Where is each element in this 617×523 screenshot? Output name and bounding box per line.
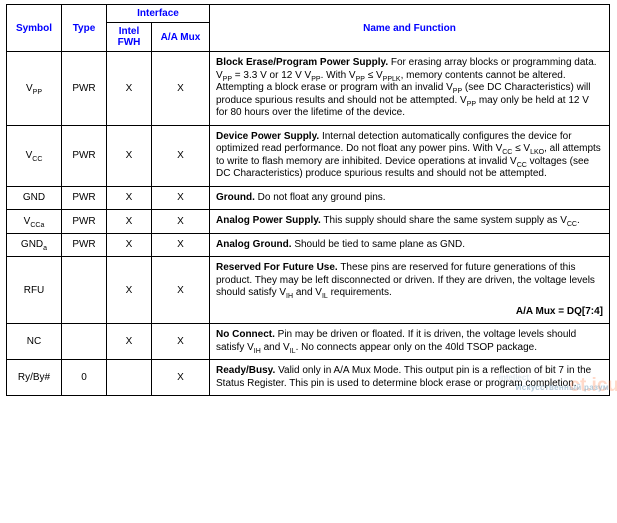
table-row: VCCaPWRXXAnalog Power Supply. This suppl… (7, 210, 610, 234)
cell-description: Block Erase/Program Power Supply. For er… (210, 52, 610, 126)
cell-aa-mux: X (152, 233, 210, 257)
cell-intel-fwh (107, 360, 152, 396)
table-row: Ry/By#0 XReady/Busy. Valid only in A/A Mu… (7, 360, 610, 396)
cell-aa-mux: X (152, 324, 210, 360)
cell-intel-fwh: X (107, 324, 152, 360)
header-symbol: Symbol (7, 5, 62, 52)
cell-aa-mux: X (152, 52, 210, 126)
pin-table: Symbol Type Interface Name and Function … (6, 4, 610, 396)
extra-note: A/A Mux = DQ[7:4] (216, 306, 603, 319)
header-name-func: Name and Function (210, 5, 610, 52)
table-row: GNDaPWRXXAnalog Ground. Should be tied t… (7, 233, 610, 257)
table-row: VCCPWRXXDevice Power Supply. Internal de… (7, 125, 610, 186)
cell-type: PWR (62, 125, 107, 186)
cell-intel-fwh: X (107, 125, 152, 186)
cell-symbol: Ry/By# (7, 360, 62, 396)
cell-aa-mux: X (152, 257, 210, 324)
header-interface: Interface (107, 5, 210, 23)
cell-intel-fwh: X (107, 257, 152, 324)
cell-aa-mux: X (152, 210, 210, 234)
cell-type (62, 324, 107, 360)
cell-intel-fwh: X (107, 233, 152, 257)
header-intel-fwh: Intel FWH (107, 23, 152, 52)
cell-intel-fwh: X (107, 52, 152, 126)
table-row: NCXXNo Connect. Pin may be driven or flo… (7, 324, 610, 360)
cell-intel-fwh: X (107, 186, 152, 210)
cell-description: Ready/Busy. Valid only in A/A Mux Mode. … (210, 360, 610, 396)
cell-symbol: NC (7, 324, 62, 360)
cell-type (62, 257, 107, 324)
cell-intel-fwh: X (107, 210, 152, 234)
table-body: VPPPWRXXBlock Erase/Program Power Supply… (7, 52, 610, 396)
cell-symbol: VPP (7, 52, 62, 126)
cell-type: PWR (62, 52, 107, 126)
cell-aa-mux: X (152, 125, 210, 186)
cell-description: No Connect. Pin may be driven or floated… (210, 324, 610, 360)
cell-type: PWR (62, 186, 107, 210)
table-row: VPPPWRXXBlock Erase/Program Power Supply… (7, 52, 610, 126)
cell-description: Analog Ground. Should be tied to same pl… (210, 233, 610, 257)
cell-description: Ground. Do not float any ground pins. (210, 186, 610, 210)
page: Symbol Type Interface Name and Function … (0, 0, 617, 400)
header-type: Type (62, 5, 107, 52)
cell-symbol: GNDa (7, 233, 62, 257)
cell-symbol: VCC (7, 125, 62, 186)
header-row-1: Symbol Type Interface Name and Function (7, 5, 610, 23)
cell-description: Analog Power Supply. This supply should … (210, 210, 610, 234)
cell-type: 0 (62, 360, 107, 396)
cell-type: PWR (62, 210, 107, 234)
table-head: Symbol Type Interface Name and Function … (7, 5, 610, 52)
cell-aa-mux: X (152, 186, 210, 210)
table-row: GNDPWRXXGround. Do not float any ground … (7, 186, 610, 210)
cell-symbol: RFU (7, 257, 62, 324)
cell-symbol: GND (7, 186, 62, 210)
table-row: RFUXXReserved For Future Use. These pins… (7, 257, 610, 324)
cell-aa-mux: X (152, 360, 210, 396)
cell-type: PWR (62, 233, 107, 257)
cell-description: Device Power Supply. Internal detection … (210, 125, 610, 186)
cell-symbol: VCCa (7, 210, 62, 234)
header-aa-mux: A/A Mux (152, 23, 210, 52)
cell-description: Reserved For Future Use. These pins are … (210, 257, 610, 324)
